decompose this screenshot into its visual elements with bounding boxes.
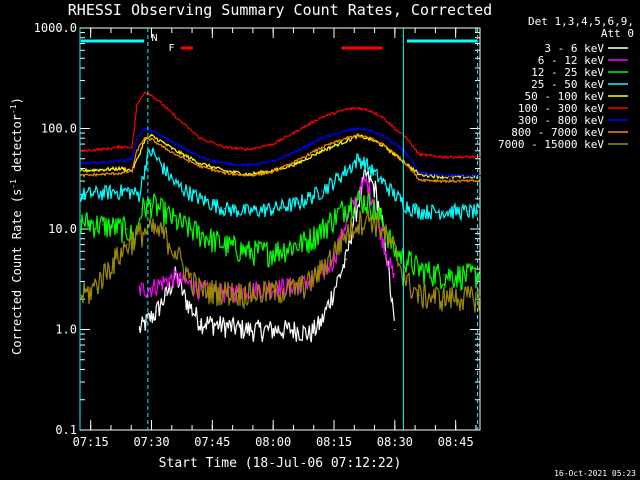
data-point [165, 294, 167, 296]
y-tick-label: 0.1 [55, 423, 77, 437]
x-tick-label: 07:45 [194, 435, 230, 449]
data-point [479, 296, 481, 298]
x-tick-label: 08:45 [438, 435, 474, 449]
data-point [80, 170, 82, 172]
data-point [296, 243, 299, 246]
series-line [80, 147, 480, 222]
data-point [126, 228, 128, 230]
x-tick-label: 07:15 [73, 435, 109, 449]
data-point [175, 183, 177, 185]
series-12-25-kev [80, 190, 481, 292]
data-point [126, 243, 128, 246]
data-point [150, 202, 153, 204]
data-point [467, 296, 469, 298]
data-point [406, 258, 408, 260]
data-point [150, 150, 153, 152]
series-layer [80, 91, 481, 343]
generation-timestamp: 16-Oct-2021 05:23 [554, 469, 636, 478]
series-line [138, 168, 395, 343]
y-axis-label: Corrected Count Rate (s-1 detector-1) [9, 97, 24, 355]
data-point [272, 207, 274, 210]
legend-label: 100 - 300 keV [518, 102, 604, 115]
data-point [296, 162, 299, 164]
data-point [394, 250, 396, 252]
data-point [479, 274, 481, 276]
data-point [467, 210, 469, 212]
x-tick-label: 07:30 [133, 435, 169, 449]
data-point [199, 288, 201, 291]
data-point [223, 207, 226, 210]
data-point [479, 156, 481, 158]
y-axis-label-sup1: -1 [9, 179, 18, 189]
data-point [321, 274, 323, 276]
legend-label: 6 - 12 keV [538, 54, 605, 67]
data-point [333, 180, 335, 182]
legend-label: 3 - 6 keV [544, 42, 604, 55]
data-point [479, 176, 481, 178]
data-point [467, 274, 469, 276]
legend-label: 25 - 50 keV [531, 78, 604, 91]
y-tick-label: 10.0 [48, 222, 77, 236]
series-25-50-kev [80, 147, 481, 222]
y-tick-label: 100.0 [41, 122, 77, 136]
data-point [272, 290, 274, 292]
data-point [479, 210, 481, 212]
legend-label: 7000 - 15000 keV [498, 138, 604, 151]
data-point [138, 232, 140, 235]
series-800-7000-kev [80, 133, 481, 184]
x-tick-label: 08:15 [316, 435, 352, 449]
series-300-800-kev [80, 126, 481, 178]
series-100-300-kev [80, 91, 481, 160]
data-point [479, 180, 481, 182]
series-line [80, 190, 480, 292]
data-point [374, 173, 376, 175]
y-axis-label-end: ) [10, 97, 24, 104]
legend-label: 50 - 100 keV [525, 90, 605, 103]
plot-axes: 0.1 1.0 10.0 100.0 1000.0 07:15 07:30 07:45 08:0… [34, 21, 481, 449]
data-point [394, 328, 396, 331]
data-point [296, 202, 299, 204]
series-3-6-kev [138, 168, 396, 343]
legend-label: 800 - 7000 keV [511, 126, 604, 139]
series-line [80, 209, 480, 313]
series-line [80, 133, 480, 184]
data-point [357, 220, 359, 222]
series-line [80, 91, 479, 160]
data-point [357, 198, 359, 200]
data-point [199, 198, 201, 200]
legend-header: Att 0 [601, 27, 634, 40]
y-axis-label-main: Corrected Count Rate (s [10, 189, 24, 355]
data-point [479, 174, 481, 177]
legend-label: 12 - 25 keV [531, 66, 604, 79]
data-point [345, 205, 347, 207]
x-tick-label: 08:00 [255, 435, 291, 449]
data-point [394, 280, 396, 283]
annotation-label: N [152, 33, 158, 44]
y-axis-label-mid: detector [10, 114, 24, 179]
data-point [345, 258, 347, 260]
data-point [150, 287, 153, 289]
legend-label: 300 - 800 keV [518, 114, 604, 127]
y-tick-label: 1000.0 [34, 21, 77, 35]
x-axis-label: Start Time (18-Jul-06 07:12:22) [159, 456, 402, 471]
chart-title: RHESSI Observing Summary Count Rates, Co… [68, 1, 492, 19]
observing-markers: NF [79, 28, 479, 430]
data-point [321, 190, 323, 192]
data-point [102, 224, 104, 226]
series-7000-15000-kev [80, 209, 481, 313]
annotation-label: F [169, 43, 175, 54]
data-point [80, 294, 82, 296]
y-tick-label: 1.0 [55, 323, 77, 337]
legend-header: Det 1,3,4,5,6,9, [528, 15, 634, 28]
y-axis-label-sup2: -1 [9, 104, 18, 114]
data-point [372, 198, 374, 200]
x-tick-label: 08:30 [377, 435, 413, 449]
data-point [442, 274, 445, 276]
data-point [442, 210, 445, 212]
series-line [80, 126, 480, 178]
